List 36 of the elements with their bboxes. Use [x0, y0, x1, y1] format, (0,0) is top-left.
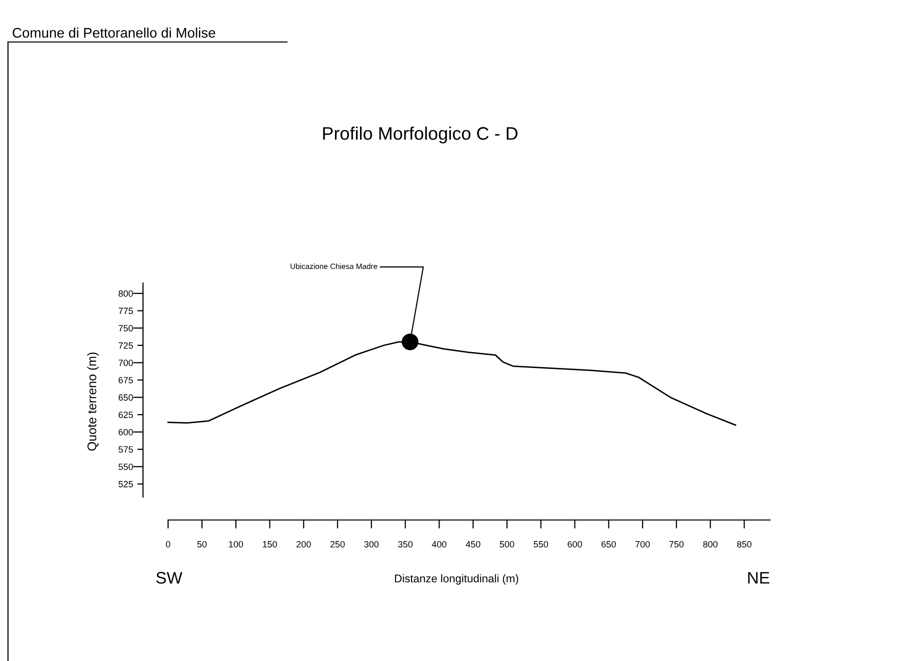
- x-tick-label: 750: [669, 541, 684, 548]
- x-tick-label: 150: [262, 541, 277, 548]
- y-tick-label: 650: [118, 394, 133, 401]
- y-tick-label: 625: [118, 412, 133, 418]
- y-tick-label: 750: [118, 325, 133, 332]
- y-tick-label: 525: [118, 480, 133, 488]
- x-axis-title: Distanze longitudinali (m): [395, 574, 518, 585]
- y-tick-label: 700: [118, 360, 133, 366]
- text: NE: [748, 572, 770, 584]
- y-tick-label: 550: [118, 464, 133, 470]
- x-tick-label: 450: [466, 541, 480, 548]
- x-tick-label: 300: [364, 541, 379, 548]
- x-tick-label: 400: [432, 541, 446, 548]
- x-tick-label: 650: [602, 541, 616, 548]
- y-axis-title: Quote terreno (m): [87, 352, 99, 451]
- chart-title: Profilo Morfologico C - D: [323, 126, 518, 144]
- x-tick-label: 350: [398, 541, 412, 548]
- y-tick-label: 575: [118, 446, 133, 453]
- x-tick-label: 600: [568, 541, 582, 548]
- x-tick-label: 550: [534, 541, 548, 548]
- x-tick-label: 800: [703, 541, 718, 548]
- text: Comune di Pettoranello di Molise: [12, 28, 216, 38]
- x-tick-label: 500: [500, 541, 514, 548]
- y-tick-label: 600: [118, 428, 133, 436]
- x-tick-label: 700: [636, 541, 650, 548]
- x-tick-label: 50: [197, 541, 207, 548]
- x-tick-label: 250: [330, 541, 345, 548]
- y-tick-label: 675: [118, 376, 133, 384]
- y-tick-label: 725: [118, 342, 133, 349]
- x-tick-label: 850: [737, 541, 752, 548]
- text: SW: [156, 572, 182, 584]
- x-tick-label: 0: [166, 541, 170, 548]
- y-tick-label: 775: [118, 308, 133, 314]
- x-tick-label: 100: [229, 541, 244, 548]
- x-tick-label: 200: [296, 541, 311, 548]
- y-tick-label: 800: [118, 290, 133, 297]
